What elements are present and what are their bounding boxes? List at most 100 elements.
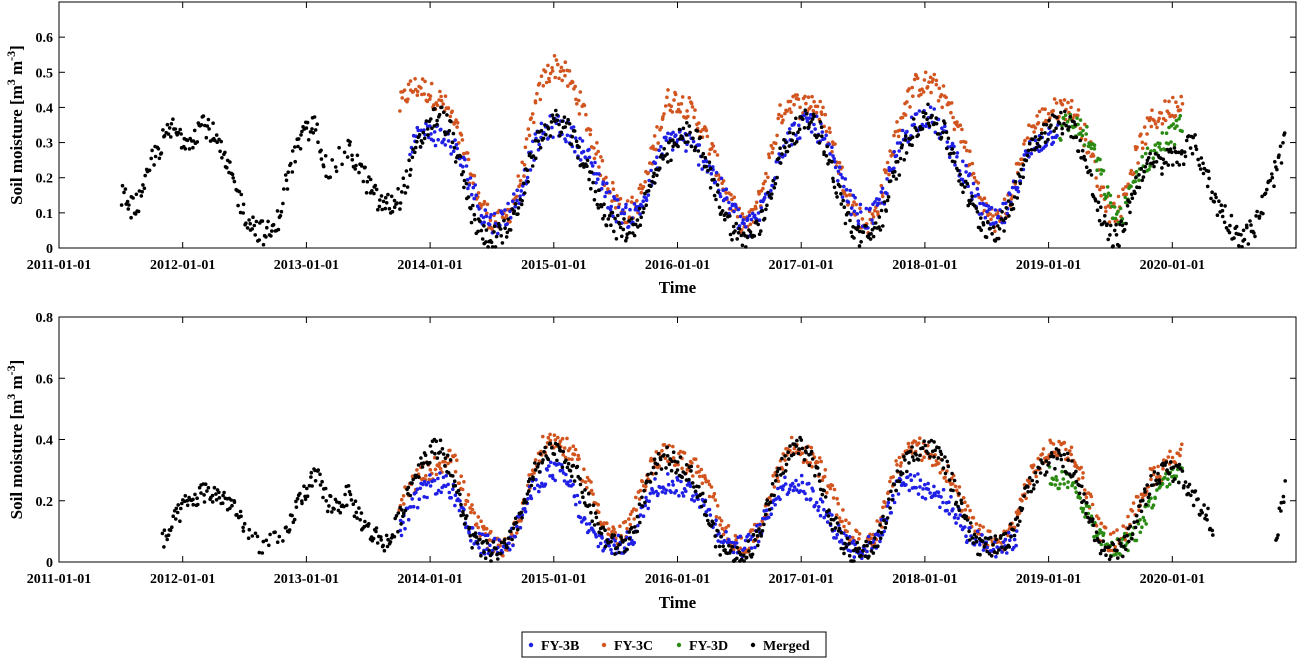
data-point (527, 133, 532, 138)
data-point (1167, 111, 1171, 116)
data-point (327, 504, 331, 508)
data-point (737, 227, 742, 231)
data-point (895, 469, 900, 473)
data-point (731, 550, 736, 555)
data-point (650, 488, 655, 492)
data-point (685, 109, 689, 113)
data-point (597, 172, 601, 176)
data-point (857, 532, 862, 536)
series-fy-3c (398, 54, 1185, 235)
data-point (809, 120, 813, 124)
data-point (807, 481, 811, 486)
data-point (662, 453, 666, 457)
data-point (820, 500, 825, 504)
data-point (771, 473, 775, 478)
data-point (1059, 110, 1063, 115)
data-point (737, 224, 742, 228)
data-point (411, 147, 415, 152)
data-point (671, 138, 675, 142)
data-point (958, 513, 963, 517)
data-point (839, 202, 844, 206)
data-point (665, 445, 669, 450)
data-point (886, 195, 891, 199)
data-point (795, 93, 799, 97)
data-point (260, 219, 265, 223)
data-point (631, 231, 635, 235)
data-point (755, 534, 760, 538)
data-point (839, 530, 844, 535)
data-point (920, 458, 924, 463)
data-point (605, 521, 609, 526)
data-point (1103, 205, 1108, 210)
data-point (332, 507, 336, 511)
data-point (1081, 128, 1085, 133)
data-point (692, 148, 697, 153)
data-point (993, 208, 998, 212)
data-point (900, 128, 905, 133)
data-point (820, 492, 825, 497)
data-point (885, 516, 890, 520)
data-point (1137, 173, 1141, 177)
data-point (448, 114, 453, 119)
data-point (581, 495, 585, 500)
data-point (1122, 544, 1126, 549)
data-point (914, 112, 919, 116)
data-point (387, 206, 392, 211)
data-point (549, 120, 554, 124)
data-point (355, 153, 360, 158)
data-point (947, 155, 952, 160)
data-point (964, 514, 969, 519)
data-point (884, 168, 888, 173)
data-point (638, 488, 643, 493)
data-point (578, 482, 583, 487)
data-point (428, 484, 433, 488)
data-point (899, 461, 903, 465)
data-point (843, 177, 848, 181)
data-point (635, 529, 640, 534)
data-point (581, 149, 586, 154)
x-tick-label: 2011-01-01 (27, 258, 92, 273)
data-point (919, 92, 923, 97)
data-point (1101, 185, 1106, 189)
data-point (944, 95, 948, 100)
data-point (1187, 482, 1192, 487)
data-point (929, 438, 934, 443)
data-point (1248, 219, 1252, 223)
data-point (671, 144, 675, 149)
data-point (461, 510, 465, 514)
data-point (1012, 533, 1017, 538)
data-point (647, 499, 651, 504)
data-point (1112, 228, 1117, 233)
data-point (1130, 196, 1135, 200)
data-point (1092, 535, 1096, 539)
data-point (1020, 506, 1025, 511)
data-point (825, 520, 830, 524)
data-point (1076, 108, 1081, 112)
data-point (257, 550, 262, 555)
data-point (1253, 234, 1257, 239)
data-point (848, 218, 852, 223)
data-point (789, 110, 793, 114)
data-point (506, 217, 511, 221)
data-point (1082, 499, 1086, 503)
data-point (1030, 478, 1035, 483)
data-point (762, 195, 767, 200)
data-point (318, 472, 322, 477)
data-point (705, 134, 710, 139)
y-tick-label: 0.4 (36, 101, 54, 116)
data-point (1178, 447, 1183, 452)
data-point (775, 133, 779, 138)
data-point (1010, 202, 1014, 207)
data-point (1108, 201, 1113, 205)
data-point (978, 201, 982, 206)
data-point (787, 144, 792, 148)
data-point (627, 231, 632, 235)
data-point (785, 109, 789, 113)
data-point (790, 481, 795, 486)
data-point (839, 192, 843, 196)
data-point (357, 506, 361, 510)
data-point (235, 512, 239, 517)
data-point (609, 539, 613, 544)
data-point (962, 145, 967, 150)
